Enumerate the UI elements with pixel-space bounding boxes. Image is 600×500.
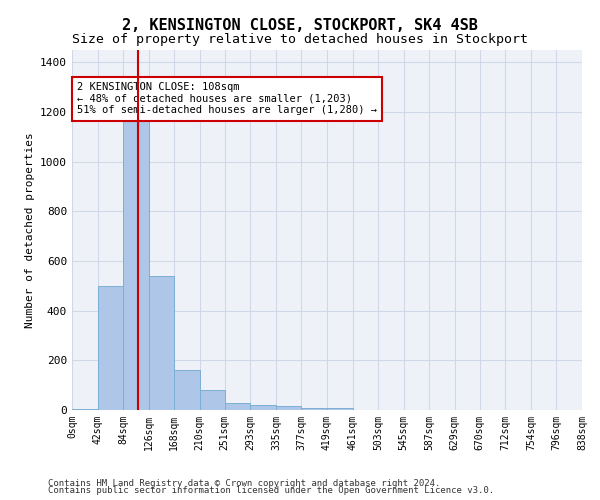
Bar — [200, 390, 225, 410]
Bar — [72, 409, 98, 410]
Bar — [276, 406, 301, 410]
Text: 2 KENSINGTON CLOSE: 108sqm
← 48% of detached houses are smaller (1,203)
51% of s: 2 KENSINGTON CLOSE: 108sqm ← 48% of deta… — [77, 82, 377, 116]
Text: Contains public sector information licensed under the Open Government Licence v3: Contains public sector information licen… — [48, 486, 494, 495]
Bar — [301, 408, 327, 410]
Bar — [123, 102, 149, 410]
Y-axis label: Number of detached properties: Number of detached properties — [25, 132, 35, 328]
Text: Contains HM Land Registry data © Crown copyright and database right 2024.: Contains HM Land Registry data © Crown c… — [48, 478, 440, 488]
Bar — [250, 404, 276, 410]
Bar — [225, 402, 250, 410]
Bar — [327, 408, 353, 410]
Text: Size of property relative to detached houses in Stockport: Size of property relative to detached ho… — [72, 32, 528, 46]
Bar — [98, 286, 123, 410]
Text: 2, KENSINGTON CLOSE, STOCKPORT, SK4 4SB: 2, KENSINGTON CLOSE, STOCKPORT, SK4 4SB — [122, 18, 478, 32]
Bar — [174, 370, 200, 410]
Bar — [149, 276, 174, 410]
